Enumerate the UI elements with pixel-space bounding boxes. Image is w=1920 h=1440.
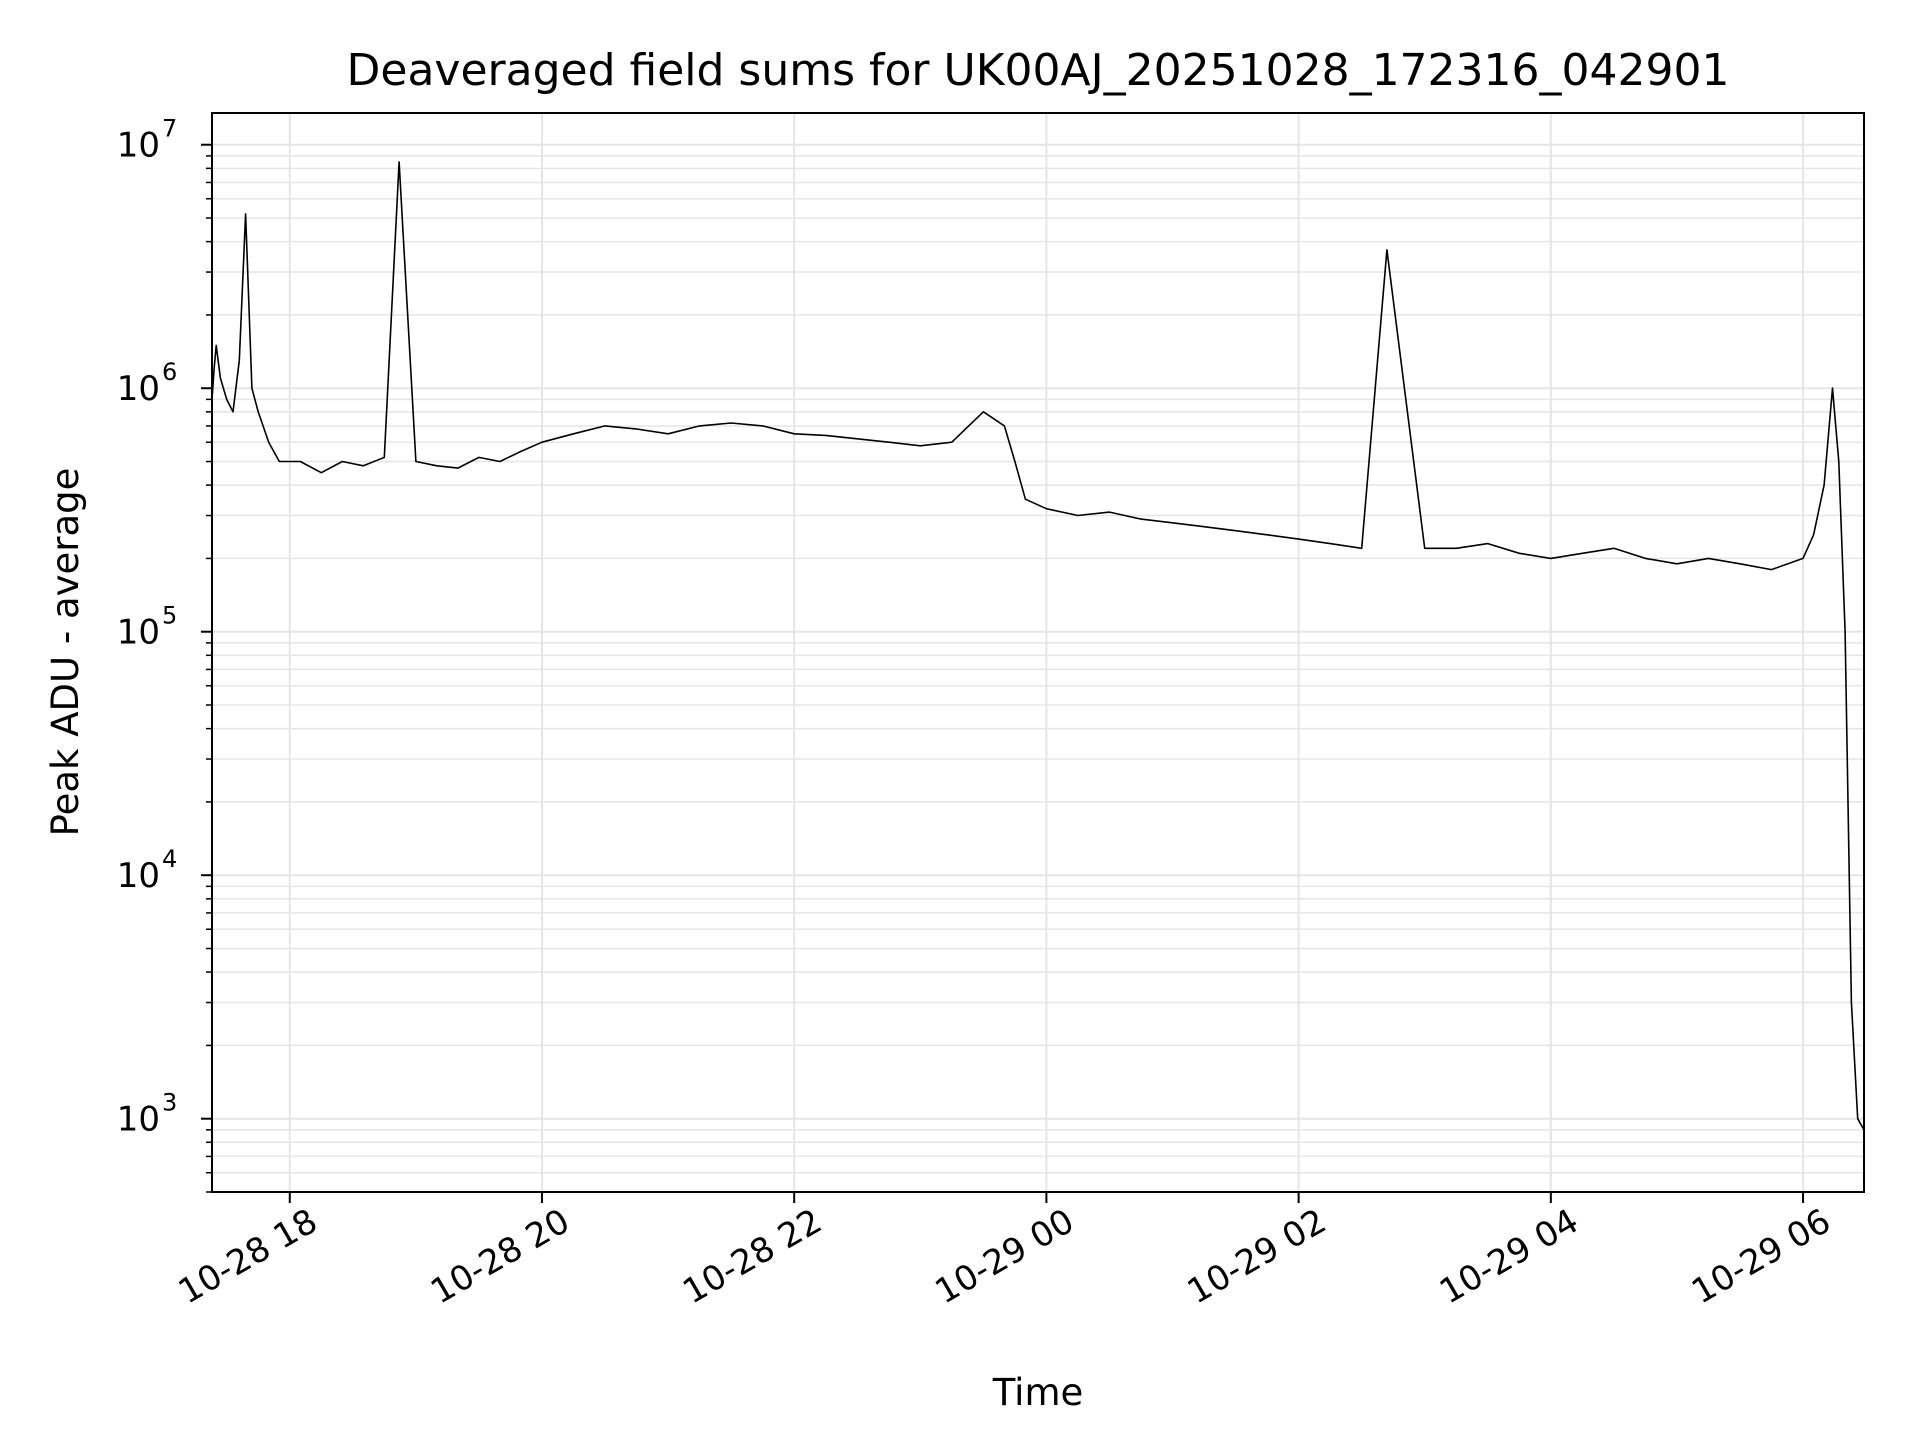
x-tick-label: 10-29 00 (929, 1201, 1081, 1312)
y-tick-label-base: 10 (117, 856, 160, 896)
x-tick-label: 10-28 18 (172, 1201, 324, 1312)
x-tick-label: 10-28 22 (676, 1201, 828, 1312)
y-tick-label-exponent: 3 (162, 1089, 177, 1117)
x-axis-label: Time (992, 1371, 1084, 1414)
x-tick-label: 10-29 02 (1181, 1201, 1333, 1312)
x-tick-label: 10-29 04 (1433, 1201, 1585, 1312)
y-tick-label: 10 (117, 613, 160, 653)
y-tick-label: 10 (117, 856, 160, 896)
y-axis-label: Peak ADU - average (44, 468, 87, 837)
y-tick-label-base: 10 (117, 369, 160, 409)
y-tick-label-exponent: 5 (162, 602, 177, 630)
y-tick-label-base: 10 (117, 613, 160, 653)
y-tick-label-exponent: 7 (162, 115, 177, 143)
chart-title: Deaveraged field sums for UK00AJ_2025102… (347, 45, 1730, 96)
y-tick-label-base: 10 (117, 1100, 160, 1140)
grid (212, 113, 1864, 1193)
y-tick-label-base: 10 (117, 126, 160, 166)
y-tick-label-exponent: 4 (162, 845, 177, 873)
x-ticks: 10-28 18 10-28 20 10-28 22 10-29 00 10-29 02… (172, 1192, 1838, 1312)
x-tick-label: 10-29 06 (1685, 1201, 1837, 1312)
y-tick-label: 10 (117, 1100, 160, 1140)
plot-frame (211, 112, 1865, 1193)
plot-line-layer (211, 161, 1865, 1131)
y-tick-label-exponent: 6 (162, 358, 177, 386)
series-line (211, 161, 1865, 1131)
y-tick-label: 10 (117, 369, 160, 409)
y-tick-label: 10 (117, 126, 160, 166)
x-tick-label: 10-28 20 (424, 1201, 576, 1312)
